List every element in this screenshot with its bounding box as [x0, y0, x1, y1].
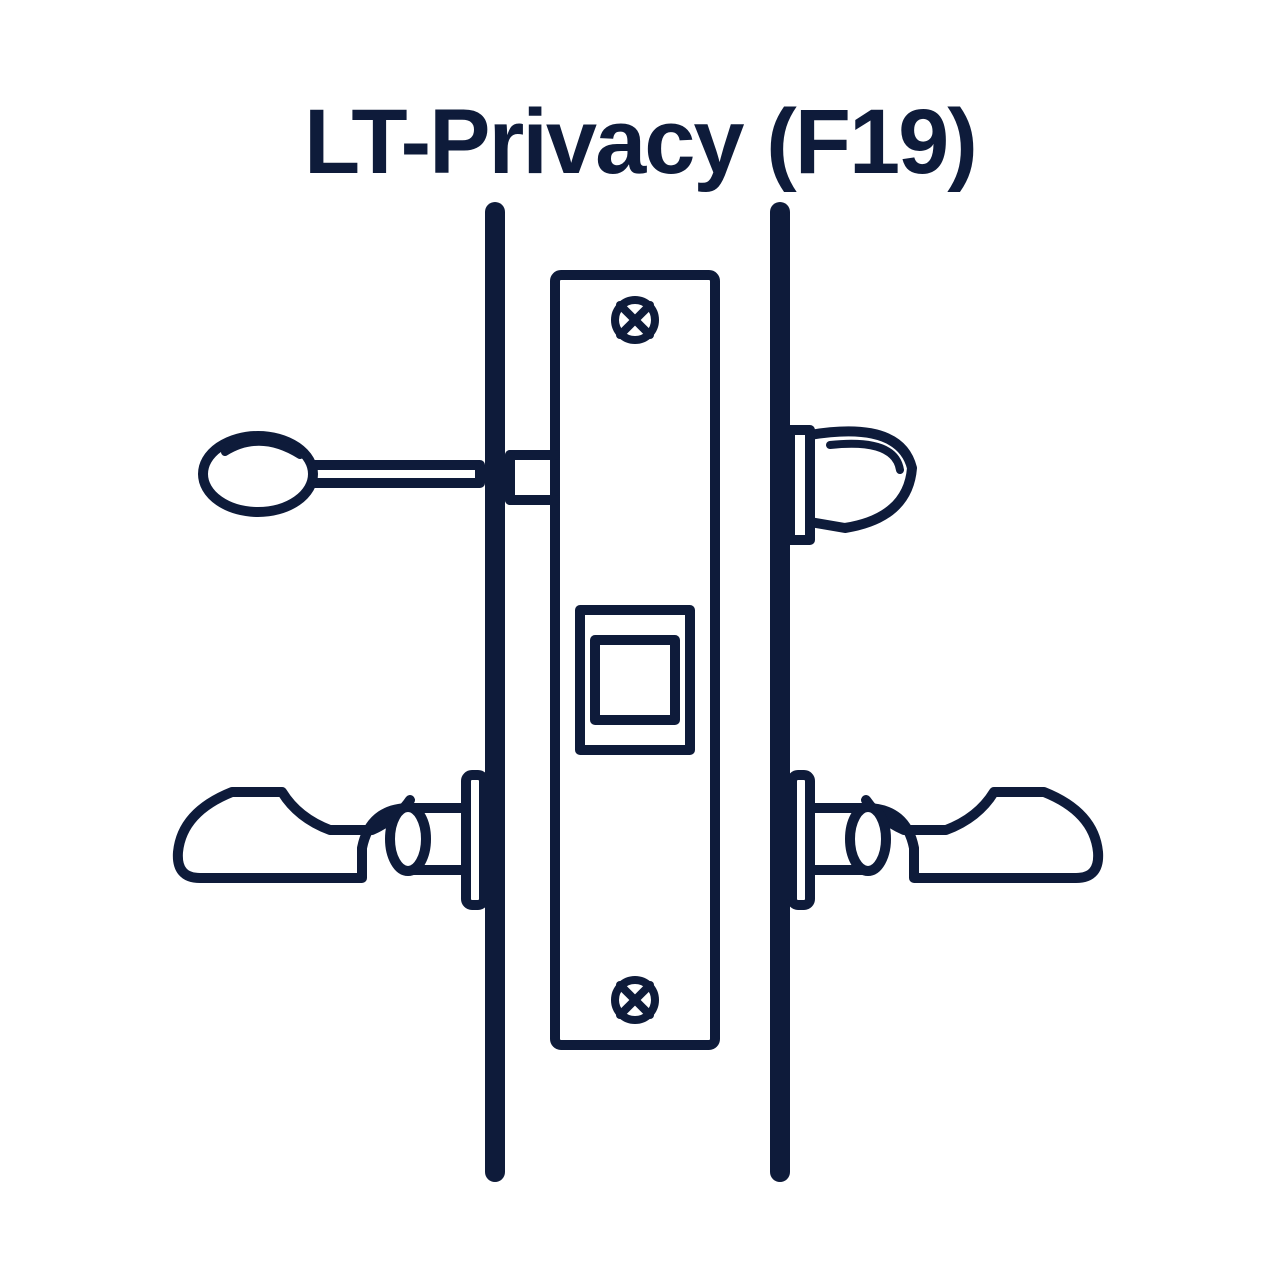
latch-window	[580, 610, 690, 750]
lever-left	[178, 792, 466, 878]
thumbturn-tool	[203, 436, 480, 512]
lever-right	[810, 792, 1098, 878]
deadbolt-stub	[510, 455, 555, 500]
door-edge-lines	[495, 212, 780, 1172]
screw-top	[615, 300, 655, 340]
lever-rose-left	[466, 775, 484, 905]
turn-piece	[790, 430, 912, 540]
screw-bottom	[615, 980, 655, 1020]
lock-diagram	[0, 0, 1280, 1280]
lever-rose-right	[792, 775, 810, 905]
